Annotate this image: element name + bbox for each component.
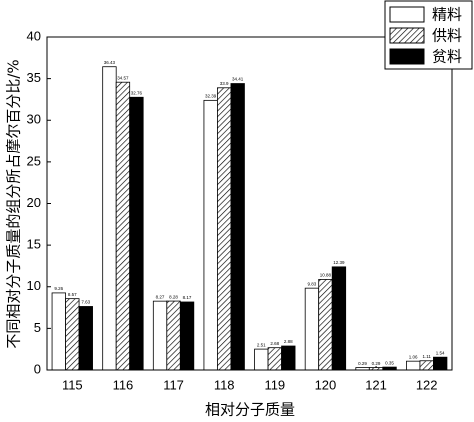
data-label: 7.63	[81, 300, 90, 305]
data-label: 32.39	[205, 94, 217, 99]
x-tick-label: 119	[264, 377, 285, 392]
data-label: 8.28	[169, 294, 178, 299]
x-tick-label: 116	[113, 377, 134, 392]
data-label: 32.76	[131, 90, 143, 95]
data-label: 2.51	[257, 342, 266, 347]
y-tick-label: 0	[34, 361, 41, 376]
bar	[115, 81, 131, 371]
legend-swatch	[389, 27, 425, 44]
bar	[433, 356, 448, 371]
x-tick-label: 118	[214, 377, 235, 392]
bar	[304, 287, 320, 371]
bar	[230, 83, 245, 371]
data-label: 8.57	[68, 292, 77, 297]
bar	[51, 292, 66, 371]
y-tick-label: 30	[27, 112, 41, 127]
data-label: 1.11	[422, 354, 431, 359]
data-label: 8.27	[156, 294, 165, 299]
bar	[419, 360, 434, 371]
legend-label: 供料	[432, 27, 462, 45]
legend-label: 贫料	[432, 48, 462, 66]
bar	[166, 300, 181, 371]
data-label: 9.83	[308, 281, 317, 286]
x-tick-label: 117	[163, 377, 184, 392]
y-tick-label: 10	[27, 278, 41, 293]
y-tick-label: 15	[27, 237, 41, 252]
data-label: 0.29	[358, 361, 367, 366]
legend-label: 精料	[432, 6, 462, 24]
data-label: 36.43	[104, 60, 116, 65]
y-tick-label: 20	[27, 195, 41, 210]
y-tick-label: 40	[27, 28, 41, 43]
y-tick-label: 5	[34, 320, 41, 335]
data-label: 9.26	[54, 286, 63, 291]
bar	[203, 99, 218, 371]
bar	[254, 348, 269, 371]
y-axis-title: 不同相对分子质量的组分所占摩尔百分比/%	[5, 59, 23, 348]
data-label: 0.35	[385, 360, 394, 365]
data-label: 34.41	[232, 77, 244, 82]
data-label: 8.17	[183, 295, 192, 300]
bar	[65, 298, 80, 371]
bar	[281, 345, 296, 371]
legend-swatch	[389, 6, 425, 23]
legend-swatch	[389, 48, 425, 65]
data-label: 12.39	[333, 260, 345, 265]
data-label: 2.68	[270, 341, 279, 346]
bar	[217, 87, 232, 371]
bar	[331, 266, 347, 371]
bar	[102, 66, 117, 371]
x-tick-label: 115	[62, 377, 83, 392]
y-tick-label: 35	[27, 70, 41, 85]
data-label: 0.29	[372, 361, 381, 366]
plot-frame	[46, 36, 453, 371]
bar	[179, 301, 195, 371]
bar	[129, 96, 144, 371]
bar	[152, 300, 168, 371]
bar	[406, 360, 421, 371]
x-tick-label: 120	[315, 377, 337, 392]
data-label: 1.06	[409, 354, 418, 359]
x-tick-label: 122	[416, 377, 438, 392]
data-label: 2.88	[284, 339, 293, 344]
x-axis-title: 相对分子质量	[205, 401, 295, 419]
data-label: 34.57	[117, 75, 129, 80]
x-tick-label: 121	[365, 377, 387, 392]
data-label: 1.54	[436, 350, 445, 355]
bar	[318, 279, 333, 371]
data-label: 10.88	[320, 273, 332, 278]
bar	[78, 306, 93, 371]
bar	[267, 347, 282, 371]
y-tick-label: 25	[27, 153, 41, 168]
data-label: 33.9	[220, 81, 229, 86]
